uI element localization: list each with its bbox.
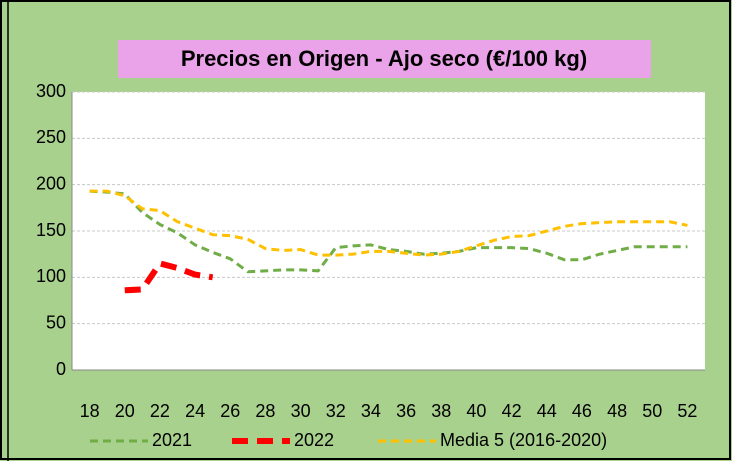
- x-tick-label: 40: [466, 401, 486, 421]
- x-tick-label: 36: [396, 401, 416, 421]
- title-box: [118, 40, 651, 78]
- x-tick-label: 38: [431, 401, 451, 421]
- chart-title: Precios en Origen - Ajo seco (€/100 kg): [181, 46, 587, 71]
- x-tick-label: 28: [255, 401, 275, 421]
- y-tick-label: 50: [46, 312, 66, 332]
- series-line: [89, 189, 688, 274]
- y-tick-label: 200: [36, 173, 66, 193]
- legend-label: 2021: [152, 430, 192, 450]
- y-tick-label: 250: [36, 127, 66, 147]
- x-tick-label: 32: [326, 401, 346, 421]
- x-tick-label: 30: [291, 401, 311, 421]
- x-tick-label: 26: [220, 401, 240, 421]
- x-tick-label: 48: [607, 401, 627, 421]
- series-line: [89, 189, 688, 257]
- x-tick-label: 44: [537, 401, 557, 421]
- y-tick-label: 0: [56, 359, 66, 379]
- legend-label: Media 5 (2016-2020): [440, 430, 607, 450]
- y-tick-label: 100: [36, 266, 66, 286]
- legend-label: 2022: [294, 430, 334, 450]
- x-tick-label: 24: [185, 401, 205, 421]
- y-tick-label: 150: [36, 220, 66, 240]
- x-tick-label: 22: [150, 401, 170, 421]
- x-tick-label: 18: [80, 401, 100, 421]
- x-tick-label: 50: [642, 401, 662, 421]
- x-tick-label: 46: [572, 401, 592, 421]
- x-tick-label: 42: [502, 401, 522, 421]
- x-tick-label: 20: [115, 401, 135, 421]
- x-tick-label: 34: [361, 401, 381, 421]
- series-line: [124, 260, 214, 294]
- x-tick-label: 52: [677, 401, 697, 421]
- y-tick-label: 300: [36, 81, 66, 101]
